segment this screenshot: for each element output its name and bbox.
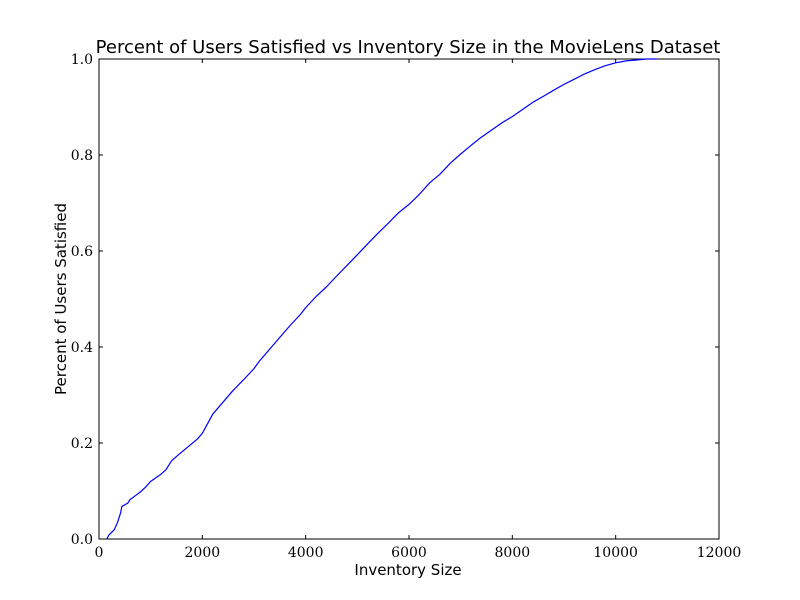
x-tick-label: 0	[95, 545, 104, 561]
chart-title: Percent of Users Satisfied vs Inventory …	[96, 37, 721, 58]
x-tick-label: 12000	[697, 545, 742, 561]
x-tick-label: 2000	[185, 545, 221, 561]
y-tick-label: 0.0	[71, 532, 93, 548]
plot-area-frame	[98, 58, 720, 540]
x-axis-ticks: 0 2000 4000 6000 8000 10000 12000	[95, 59, 742, 561]
x-axis-label: Inventory Size	[354, 561, 461, 579]
y-tick-label: 0.2	[71, 436, 93, 452]
y-tick-label: 0.8	[71, 148, 93, 164]
x-tick-label: 6000	[391, 545, 427, 561]
y-tick-label: 1.0	[71, 52, 93, 68]
series-layer	[106, 58, 657, 540]
y-tick-label: 0.6	[71, 244, 93, 260]
y-axis-ticks: 0.0 0.2 0.4 0.6 0.8 1.0	[71, 52, 719, 548]
x-tick-label: 4000	[288, 545, 324, 561]
x-tick-label: 10000	[593, 545, 638, 561]
y-axis-label: Percent of Users Satisfied	[52, 203, 70, 395]
x-tick-label: 8000	[495, 545, 531, 561]
series-line	[106, 58, 657, 540]
y-tick-label: 0.4	[71, 340, 93, 356]
